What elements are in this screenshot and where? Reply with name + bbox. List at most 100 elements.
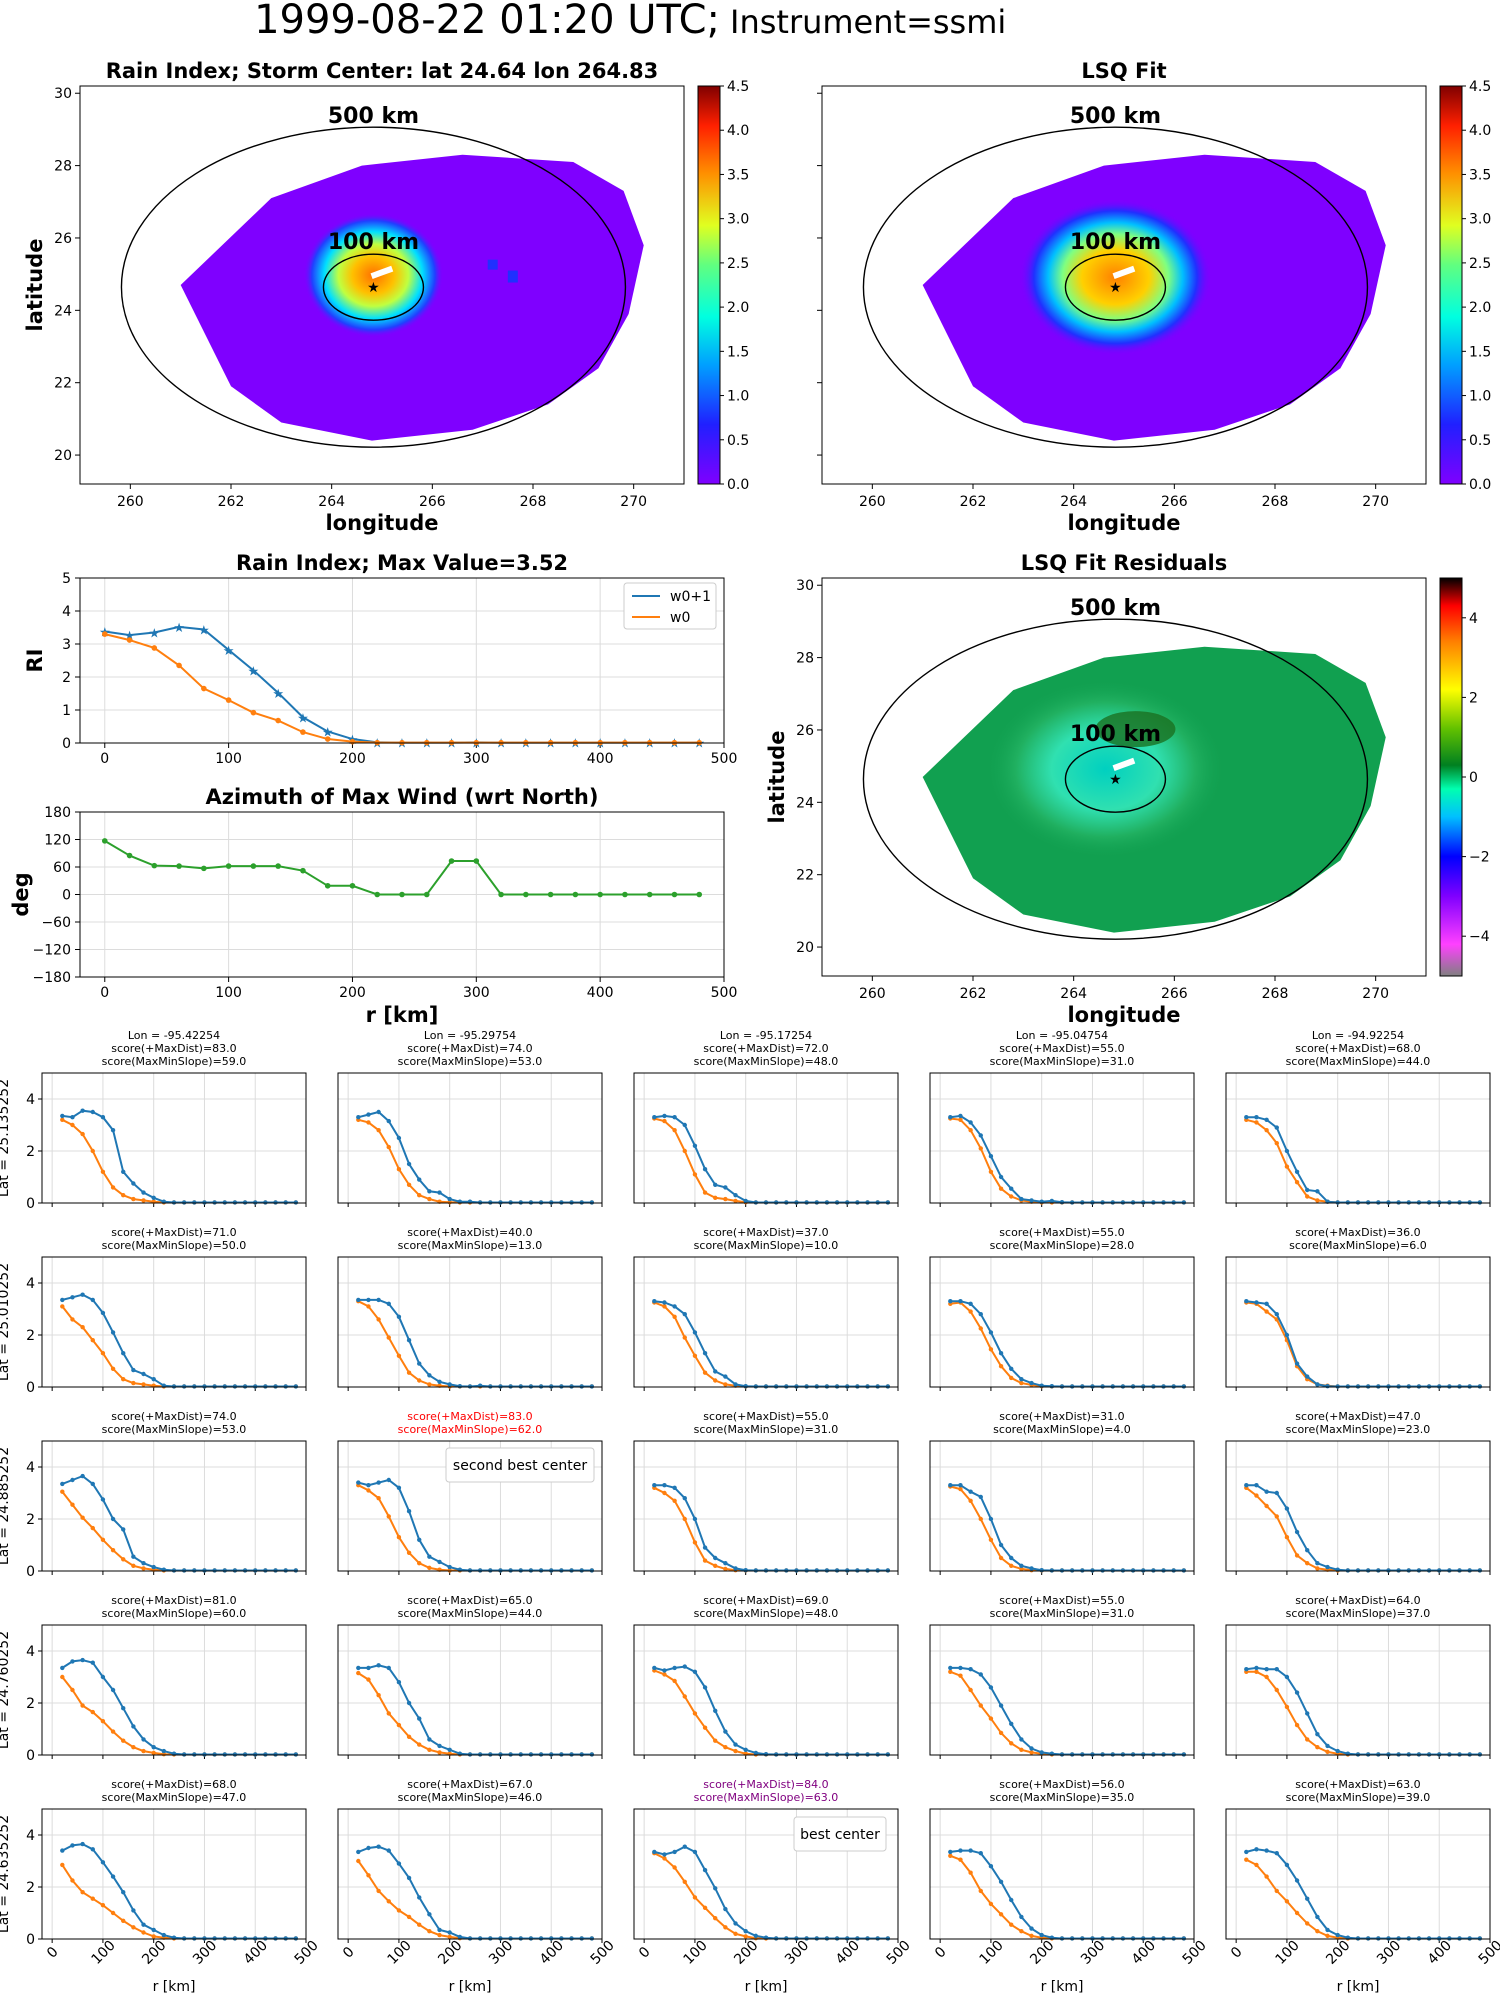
data-point	[1284, 1704, 1290, 1710]
data-point	[538, 1568, 544, 1573]
data-point	[572, 891, 579, 898]
data-point	[80, 1657, 85, 1663]
data-point	[958, 1299, 963, 1304]
y-tick-label: 0	[26, 1748, 35, 1764]
data-point	[1274, 1141, 1279, 1146]
data-point	[753, 1384, 759, 1389]
small-plot: score(+MaxDist)=36.0score(MaxMinSlope)=6…	[1225, 1226, 1491, 1391]
data-point	[672, 1498, 677, 1504]
data-point	[547, 891, 554, 898]
data-point	[1477, 1752, 1483, 1757]
data-point	[356, 1480, 361, 1485]
data-point	[1325, 1749, 1330, 1755]
residual-positive	[1095, 711, 1176, 748]
data-point	[242, 1200, 248, 1205]
data-point	[1009, 1922, 1014, 1927]
x-tick-label: 400	[833, 1938, 863, 1968]
data-point	[579, 1200, 584, 1205]
data-point	[1181, 1752, 1187, 1757]
data-point	[151, 1564, 156, 1570]
data-point	[1151, 1200, 1156, 1205]
data-point	[1130, 1384, 1136, 1389]
x-tick-label: 0	[340, 1944, 358, 1962]
data-point	[293, 1384, 299, 1389]
data-point	[1049, 1198, 1055, 1204]
data-point	[1315, 1561, 1320, 1566]
data-point	[1305, 1896, 1310, 1901]
x-tick-label: 0	[100, 751, 109, 767]
lat-label: Lat = 25.135252	[0, 1079, 12, 1197]
series-line	[950, 1300, 1184, 1388]
data-point	[753, 1750, 759, 1756]
legend-label: w0	[670, 610, 690, 626]
data-point	[1090, 1384, 1095, 1389]
data-point	[1009, 1897, 1014, 1903]
data-point	[784, 1200, 789, 1205]
data-point	[121, 1351, 126, 1356]
data-point	[1254, 1862, 1259, 1868]
data-point	[1294, 1690, 1300, 1695]
data-point	[1325, 1384, 1330, 1389]
data-point	[763, 1568, 769, 1573]
lon-label: Lon = -95.29754	[424, 1029, 516, 1042]
data-point	[1284, 1535, 1290, 1540]
data-point	[672, 1678, 677, 1684]
data-point	[80, 1890, 85, 1895]
y-tick-label: 4	[26, 1092, 35, 1108]
x-tick-label: 262	[218, 494, 245, 510]
grid-xlabel: r [km]	[449, 1979, 492, 1995]
data-point	[386, 1335, 391, 1340]
y-tick-label: 1	[62, 703, 71, 719]
data-point	[723, 1561, 728, 1566]
data-point	[1335, 1932, 1340, 1938]
data-point	[1130, 1568, 1136, 1573]
x-tick-label: 500	[1180, 1938, 1210, 1968]
data-point	[1345, 1200, 1351, 1205]
y-tick-label: 20	[54, 448, 72, 464]
data-point	[1029, 1380, 1034, 1386]
x-tick-label: 200	[435, 1938, 465, 1968]
data-point	[151, 862, 158, 869]
data-point	[90, 1896, 95, 1901]
map-xlabel: longitude	[325, 511, 438, 535]
data-point	[1244, 1667, 1249, 1672]
data-point	[885, 1752, 891, 1757]
data-point	[569, 1384, 574, 1389]
data-point	[192, 1568, 197, 1573]
data-point	[141, 1382, 146, 1387]
data-point	[253, 1936, 258, 1941]
data-point	[131, 1181, 136, 1186]
lon-label: Lon = -94.92254	[1312, 1029, 1404, 1042]
data-point	[855, 1936, 860, 1941]
data-point	[141, 1748, 146, 1754]
data-point	[1244, 1857, 1249, 1862]
data-point	[70, 1115, 75, 1120]
data-point	[1059, 1384, 1065, 1389]
data-point	[646, 891, 653, 898]
data-point	[845, 1200, 850, 1205]
data-point	[723, 1196, 728, 1202]
data-point	[998, 1703, 1004, 1708]
data-point	[1416, 1200, 1422, 1205]
data-point	[1009, 1366, 1014, 1372]
data-point	[1274, 1687, 1279, 1693]
score-maxminslope: score(MaxMinSlope)=44.0	[1286, 1055, 1431, 1068]
data-point	[1244, 1849, 1249, 1855]
data-point	[692, 1516, 698, 1522]
data-point	[1416, 1936, 1422, 1941]
data-point	[1039, 1932, 1044, 1938]
data-point	[518, 1936, 523, 1941]
plot-frame	[337, 1256, 603, 1388]
score-maxdist: score(+MaxDist)=84.0	[703, 1778, 828, 1791]
data-point	[988, 1516, 994, 1522]
score-maxdist: score(+MaxDist)=83.0	[111, 1042, 236, 1055]
data-point	[366, 1304, 371, 1309]
data-point	[1151, 1752, 1156, 1757]
data-point	[488, 1568, 493, 1573]
series-line	[358, 1298, 592, 1388]
score-maxminslope: score(MaxMinSlope)=46.0	[398, 1791, 543, 1804]
data-point	[692, 1711, 698, 1716]
data-point	[1457, 1752, 1462, 1757]
y-tick-label: 4	[26, 1460, 35, 1476]
data-point	[988, 1716, 994, 1721]
